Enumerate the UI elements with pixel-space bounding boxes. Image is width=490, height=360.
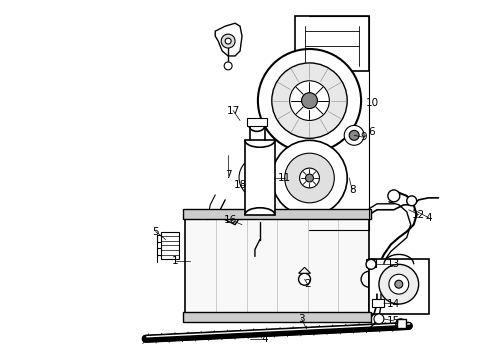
Bar — [397, 319, 406, 328]
Circle shape — [389, 274, 409, 294]
Text: 12: 12 — [412, 210, 425, 220]
Text: 15: 15 — [387, 316, 400, 326]
Circle shape — [395, 280, 403, 288]
Bar — [183, 209, 371, 219]
Text: 2: 2 — [304, 279, 311, 289]
Polygon shape — [298, 267, 311, 273]
Circle shape — [258, 49, 361, 152]
Bar — [185, 215, 369, 316]
Bar — [161, 231, 178, 260]
Text: 6: 6 — [368, 127, 375, 138]
Text: 10: 10 — [366, 98, 379, 108]
Text: 16: 16 — [223, 215, 237, 225]
Circle shape — [344, 125, 364, 145]
Circle shape — [388, 190, 400, 202]
Circle shape — [407, 196, 416, 206]
Circle shape — [366, 260, 376, 269]
Bar — [372, 299, 384, 307]
Circle shape — [306, 174, 314, 182]
Circle shape — [290, 81, 329, 121]
Circle shape — [272, 140, 347, 216]
Text: 1: 1 — [172, 256, 179, 266]
Circle shape — [272, 63, 347, 138]
Circle shape — [379, 264, 418, 304]
Text: 13: 13 — [387, 259, 400, 269]
Polygon shape — [215, 23, 242, 56]
Text: 7: 7 — [225, 170, 231, 180]
Circle shape — [224, 62, 232, 70]
Circle shape — [396, 319, 406, 329]
Text: 4: 4 — [262, 334, 268, 344]
Text: 4: 4 — [425, 213, 432, 223]
Bar — [245, 140, 275, 215]
Text: 18: 18 — [233, 180, 246, 190]
Circle shape — [301, 93, 318, 109]
Circle shape — [298, 273, 311, 285]
Bar — [294, 16, 369, 71]
Text: 8: 8 — [349, 185, 355, 195]
Circle shape — [374, 314, 384, 324]
Bar — [369, 260, 429, 314]
Circle shape — [299, 168, 319, 188]
Bar — [183, 312, 371, 322]
Circle shape — [349, 130, 359, 140]
Text: 14: 14 — [387, 299, 400, 309]
Bar — [247, 118, 267, 126]
Text: 17: 17 — [226, 105, 240, 116]
Bar — [366, 260, 376, 267]
Text: 9: 9 — [361, 132, 368, 142]
Text: 5: 5 — [152, 226, 159, 237]
Circle shape — [221, 34, 235, 48]
Circle shape — [285, 153, 334, 203]
Text: 3: 3 — [298, 314, 305, 324]
Circle shape — [225, 38, 231, 44]
Text: 11: 11 — [278, 173, 292, 183]
